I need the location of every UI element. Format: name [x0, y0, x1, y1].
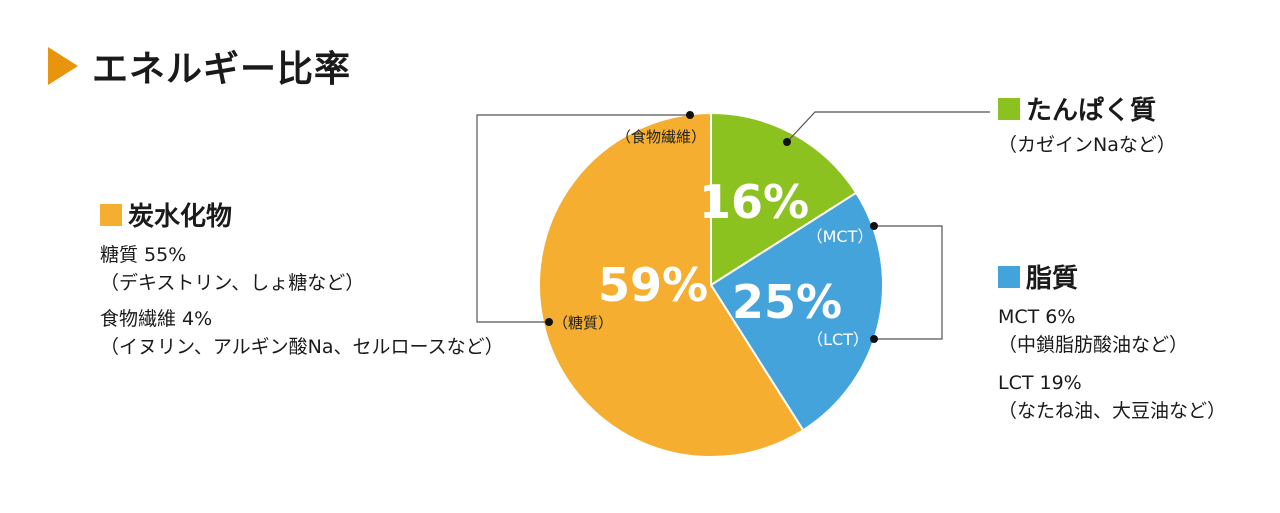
carb-legend-header: 炭水化物: [100, 196, 504, 233]
carb-fiber-item: 食物繊維 4% （イヌリン、アルギン酸Na、セルロースなど）: [100, 308, 504, 358]
fat-leader-line: [874, 225, 943, 340]
protein-leader-line: [786, 111, 990, 143]
protein-legend-name: たんぱく質: [1026, 96, 1157, 126]
fat-leader-dot-bottom: [870, 335, 878, 343]
pie-slice-25: [709, 191, 884, 432]
protein-swatch-icon: [998, 97, 1020, 120]
carb-leader-line: [476, 114, 690, 323]
fat-legend: 脂質 MCT 6% （中鎖脂肪酸油など） LCT 19% （なたね油、大豆油など…: [998, 258, 1226, 425]
fat-mct-item: MCT 6% （中鎖脂肪酸油など）: [998, 306, 1189, 356]
carb-percent-label: 59%: [598, 258, 708, 312]
fat-leader-dot-top: [870, 222, 878, 230]
title-block: エネルギー比率: [48, 40, 351, 92]
carb-legend-name: 炭水化物: [128, 202, 233, 232]
carb-sugar-item: 糖質 55% （デキストリン、しょ糖など）: [100, 244, 365, 294]
protein-legend: たんぱく質 （カゼインNaなど）: [998, 90, 1176, 159]
carb-legend: 炭水化物 糖質 55% （デキストリン、しょ糖など） 食物繊維 4% （イヌリン…: [100, 196, 504, 361]
title-arrow-icon: [48, 47, 78, 85]
protein-percent-label: 16%: [699, 175, 809, 229]
fat-percent-label: 25%: [732, 275, 842, 329]
fat-lct-item: LCT 19% （なたね油、大豆油など）: [998, 372, 1227, 422]
fat-lct-label: （LCT）: [807, 330, 869, 349]
protein-detail: （カゼインNaなど）: [998, 134, 1176, 156]
carb-leader-dot-bottom: [545, 318, 553, 326]
fat-legend-header: 脂質: [998, 258, 1226, 295]
carb-fiber-label: （食物繊維）: [616, 128, 706, 146]
protein-legend-header: たんぱく質: [998, 90, 1176, 127]
pie-slices: [537, 111, 884, 458]
fat-legend-name: 脂質: [1026, 264, 1079, 294]
fat-swatch-icon: [998, 265, 1020, 288]
carb-sugar-label: （糖質）: [553, 314, 613, 332]
carb-swatch-icon: [100, 203, 122, 226]
pie-slice-59: [537, 111, 805, 458]
protein-leader-dot: [783, 138, 791, 146]
chart-title: エネルギー比率: [92, 49, 352, 90]
fat-mct-label: （MCT）: [807, 227, 874, 246]
carb-leader-dot-top: [686, 111, 694, 119]
